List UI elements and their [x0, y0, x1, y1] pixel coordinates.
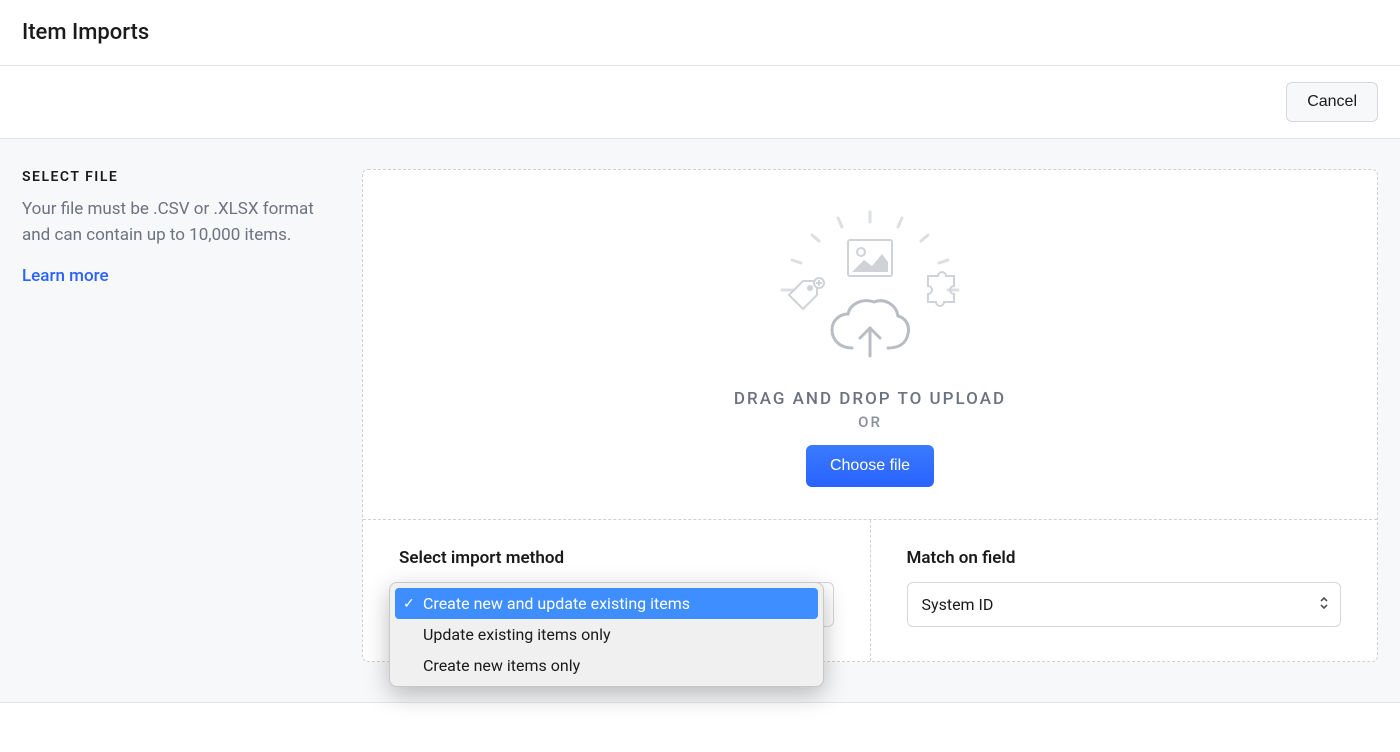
main-column: DRAG AND DROP TO UPLOAD OR Choose file S… [362, 169, 1378, 662]
dropdown-option-label: Create new and update existing items [423, 594, 690, 613]
cancel-button[interactable]: Cancel [1286, 82, 1378, 122]
dropdown-option[interactable]: Create new items only [395, 650, 818, 681]
match-field-select[interactable]: System ID [907, 582, 1342, 627]
drop-zone[interactable]: DRAG AND DROP TO UPLOAD OR Choose file [363, 170, 1377, 520]
learn-more-link[interactable]: Learn more [22, 266, 109, 286]
content-grid: SELECT FILE Your file must be .CSV or .X… [0, 169, 1400, 662]
footer-divider [0, 702, 1400, 703]
drop-or: OR [383, 413, 1357, 431]
choose-file-button[interactable]: Choose file [806, 445, 934, 487]
header-bar: Item Imports [0, 0, 1400, 66]
match-field-cell: Match on field System ID [871, 520, 1378, 661]
dropdown-option[interactable]: ✓ Create new and update existing items [395, 588, 818, 619]
upload-illustration [383, 200, 1357, 375]
side-column: SELECT FILE Your file must be .CSV or .X… [22, 169, 322, 662]
section-description: Your file must be .CSV or .XLSX format a… [22, 197, 322, 248]
match-field-select-wrap: System ID [907, 582, 1342, 627]
action-bar: Cancel [0, 66, 1400, 139]
options-row: Select import method Create new and upda… [363, 520, 1377, 661]
page-title: Item Imports [22, 20, 1378, 45]
import-method-select-wrap: Create new and update existing items ✓ C… [399, 582, 834, 627]
dropdown-option-label: Update existing items only [423, 625, 611, 644]
import-method-label: Select import method [399, 548, 834, 568]
upload-card: DRAG AND DROP TO UPLOAD OR Choose file S… [362, 169, 1378, 662]
dropdown-option[interactable]: Update existing items only [395, 619, 818, 650]
main-area: SELECT FILE Your file must be .CSV or .X… [0, 139, 1400, 702]
match-field-label: Match on field [907, 548, 1342, 568]
import-method-cell: Select import method Create new and upda… [363, 520, 871, 661]
check-icon: ✓ [403, 596, 415, 612]
match-field-value: System ID [922, 595, 994, 614]
section-label: SELECT FILE [22, 169, 322, 185]
import-method-dropdown: ✓ Create new and update existing items U… [389, 582, 824, 687]
drop-text: DRAG AND DROP TO UPLOAD [383, 389, 1357, 409]
dropdown-option-label: Create new items only [423, 656, 580, 675]
